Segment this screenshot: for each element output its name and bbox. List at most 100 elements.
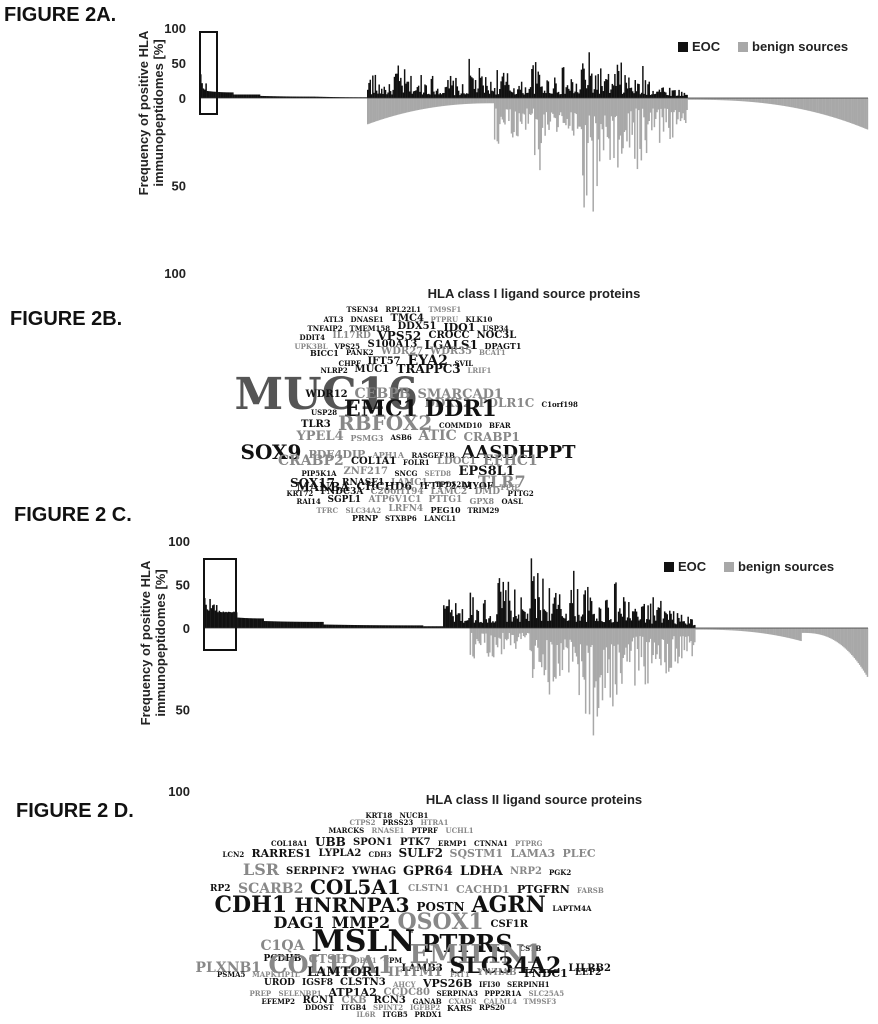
bar <box>568 98 570 129</box>
bar <box>541 86 542 98</box>
bar <box>366 625 367 628</box>
y-axis-label: Frequency of positive HLAimmunopeptidome… <box>136 30 166 195</box>
bar <box>558 628 559 664</box>
bar <box>389 84 390 98</box>
bar <box>477 628 479 641</box>
bar <box>569 91 570 98</box>
bar <box>565 87 566 98</box>
bar <box>675 624 677 628</box>
bar <box>543 93 544 98</box>
cloud-word: SGPL1 <box>328 496 362 505</box>
bar <box>609 93 610 98</box>
bar <box>790 98 792 107</box>
bar <box>480 628 482 645</box>
bar <box>535 62 536 98</box>
bar <box>486 628 488 653</box>
bar <box>629 88 630 98</box>
bar <box>371 625 372 628</box>
bar <box>685 623 687 628</box>
cloud-word: PPP2R1A <box>485 990 522 997</box>
bar <box>244 95 245 99</box>
bar <box>208 611 210 628</box>
svg-text:immunopeptidomes [%]: immunopeptidomes [%] <box>151 39 166 186</box>
bar <box>327 625 328 628</box>
bar <box>655 621 656 628</box>
bar <box>660 628 662 665</box>
bar <box>669 628 671 668</box>
bar <box>573 93 574 98</box>
bar <box>595 621 596 628</box>
bar <box>743 628 745 631</box>
chart-c-svg: 10050050100Frequency of positive HLAimmu… <box>0 524 878 809</box>
bar <box>535 599 536 628</box>
bar <box>231 612 233 628</box>
bar <box>490 616 492 628</box>
bar <box>517 98 518 136</box>
bar <box>627 617 628 628</box>
bar <box>635 80 636 98</box>
bar <box>563 618 564 628</box>
bar <box>512 92 513 98</box>
bar <box>241 618 243 628</box>
cloud-word: BICC1 <box>310 349 339 357</box>
bar <box>501 608 502 628</box>
bar <box>582 98 584 175</box>
bar <box>855 98 857 125</box>
bar <box>475 628 477 644</box>
bar <box>733 98 735 101</box>
bar <box>821 98 823 114</box>
bar <box>462 98 464 104</box>
bar <box>493 628 495 657</box>
bar <box>578 628 580 695</box>
bar <box>479 622 481 628</box>
cloud-word: VPS26B <box>423 978 472 989</box>
bar <box>386 98 388 118</box>
highlight-box <box>204 559 236 650</box>
cloud-word: LSR <box>243 862 279 878</box>
bar <box>423 98 425 109</box>
bar <box>416 98 418 110</box>
bar <box>412 98 414 111</box>
bar <box>539 75 540 98</box>
bar <box>538 597 539 628</box>
bar <box>549 588 550 628</box>
bar <box>427 94 428 98</box>
bar <box>367 90 368 98</box>
bar <box>852 628 854 657</box>
bar <box>793 98 795 108</box>
bar <box>470 628 472 655</box>
bar <box>790 628 792 638</box>
bar <box>741 98 743 101</box>
bar <box>859 628 861 665</box>
bar <box>434 94 435 98</box>
bar <box>635 98 637 109</box>
bar <box>541 628 542 667</box>
bar <box>597 621 598 628</box>
bar <box>538 98 540 149</box>
bar <box>587 98 589 143</box>
cloud-word: ATL3 <box>324 316 344 323</box>
bar <box>526 619 527 628</box>
bar <box>208 91 209 98</box>
bar <box>496 614 497 628</box>
x-axis-label: HLA class I ligand source proteins <box>428 286 641 301</box>
bar <box>659 90 660 98</box>
bar <box>378 625 379 628</box>
bar <box>470 593 472 628</box>
bar <box>750 98 752 102</box>
bar <box>764 628 766 634</box>
bar <box>751 98 753 102</box>
bar <box>599 607 600 628</box>
bar <box>660 601 661 628</box>
bar <box>516 94 517 98</box>
y-tick-label: 0 <box>179 91 186 106</box>
bar <box>556 609 557 628</box>
bar <box>514 628 516 643</box>
cloud-word: UBB <box>315 836 346 848</box>
bar <box>538 628 539 662</box>
bar <box>399 98 401 114</box>
bar <box>437 89 438 98</box>
chart-panel-c: 10050050100Frequency of positive HLAimmu… <box>0 524 878 809</box>
bar <box>248 618 250 628</box>
cloud-word: DDOST <box>305 1004 334 1011</box>
